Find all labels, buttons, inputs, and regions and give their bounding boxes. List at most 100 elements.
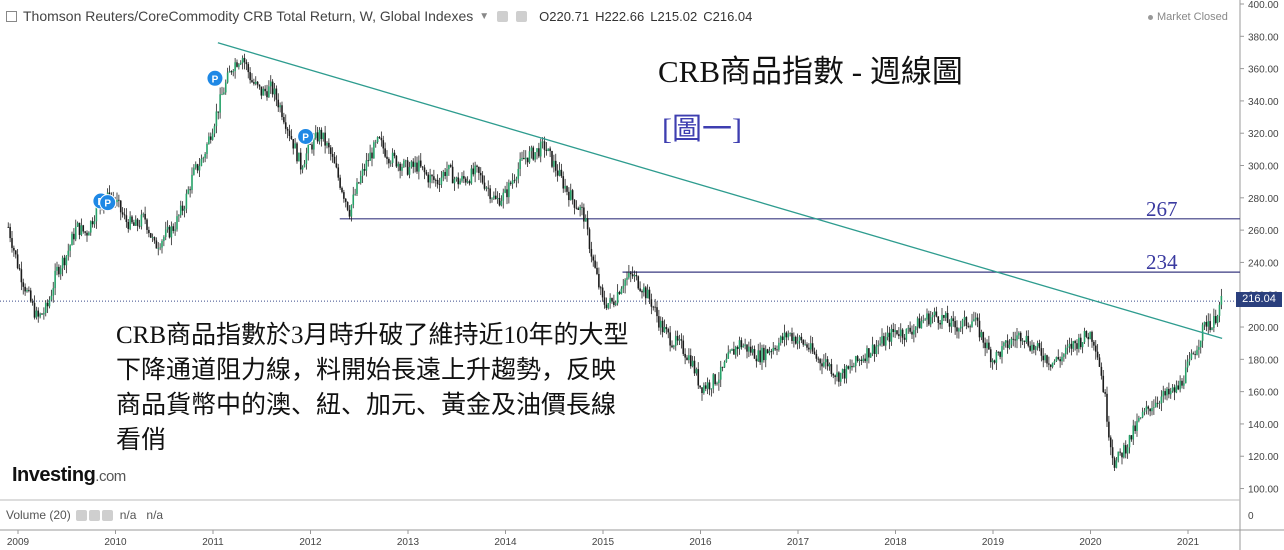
candle-body [524,157,527,160]
candle-body [1031,344,1033,351]
candle-body [541,141,544,143]
candle-body [389,162,392,164]
volume-header: Volume (20) n/a n/a [6,508,163,522]
candle-body [909,327,911,332]
candle-body [1209,321,1211,330]
candle-body [644,287,647,299]
candle-body [170,226,173,238]
candle-body [457,177,460,185]
candle-body [59,268,62,275]
candle-body [624,279,626,286]
candle-body [14,250,17,255]
x-tick-label: 2020 [1079,537,1102,548]
candle-body [890,328,893,342]
candle-body [318,129,321,142]
candle-body [391,152,394,163]
candle-body [860,359,863,361]
candle-body [314,132,317,138]
candle-body [196,164,199,171]
candle-body [560,169,563,177]
visibility-icon[interactable] [497,10,509,22]
candle-body [1085,330,1088,337]
visibility-icon[interactable] [76,510,88,522]
candle-body [232,71,235,73]
candle-body [1102,375,1105,393]
settings-icon[interactable] [516,10,528,22]
candle-body [478,166,480,173]
candle-body [519,159,521,169]
candle-body [149,233,152,238]
candle-body [163,237,165,242]
y-tick-label: 140.00 [1248,420,1279,431]
candle-body [404,160,407,162]
candle-body [866,348,868,362]
candle-body [800,336,803,341]
close-icon[interactable] [102,510,114,522]
candle-body [1014,339,1016,341]
candle-body [740,340,743,348]
candle-body [376,137,379,143]
candle-body [841,369,844,373]
candle-body [1164,391,1166,396]
candle-body [305,153,308,164]
candle-body [275,88,278,100]
candle-body [331,153,334,157]
candle-body [796,340,799,344]
candle-body [54,270,56,289]
candle-body [721,366,724,368]
dropdown-icon[interactable]: ▼ [479,10,490,22]
collapse-icon[interactable] [6,10,17,22]
candle-body [1012,338,1015,340]
candle-body [892,328,895,333]
candle-body [967,325,970,327]
candle-body [678,339,681,341]
candle-body [1025,335,1028,342]
event-marker-icon [206,69,224,87]
candle-body [209,136,212,140]
candle-body [671,345,673,348]
candle-body [481,175,484,183]
candle-body [558,169,561,176]
candle-body [1027,335,1030,346]
candle-body [734,346,737,355]
candle-body [1166,388,1168,396]
candle-body [1199,340,1202,348]
candle-body [549,148,551,151]
candle-body [1087,336,1090,340]
settings-icon[interactable] [89,510,101,522]
candle-body [774,347,776,350]
candle-body [127,221,130,229]
candle-body [399,163,401,171]
candle-body [247,64,250,73]
candle-body [858,359,861,361]
candle-body [273,88,276,95]
candle-body [254,81,257,84]
candle-body [427,174,430,183]
candle-body [238,64,240,67]
candle-body [224,82,227,93]
candle-body [363,169,366,171]
candle-body [483,182,486,189]
candle-body [704,385,707,389]
candle-body [1018,332,1020,336]
candle-body [429,175,431,183]
candle-body [463,176,465,179]
candle-body [253,82,255,84]
candle-body [219,94,221,113]
candle-body [633,275,636,277]
candle-body [1113,458,1116,468]
candle-body [1049,364,1052,367]
candle-body [901,329,904,338]
candle-body [509,182,512,184]
candle-body [1183,383,1185,386]
candle-body [973,319,975,322]
candle-body [1038,343,1041,349]
candle-body [144,213,146,220]
candle-body [1076,343,1078,349]
candle-body [1108,421,1110,438]
candle-body [226,72,229,83]
candle-body [279,105,281,108]
candle-body [84,231,86,233]
current-price-tag: 216.04 [1236,292,1282,307]
candle-body [416,162,418,172]
